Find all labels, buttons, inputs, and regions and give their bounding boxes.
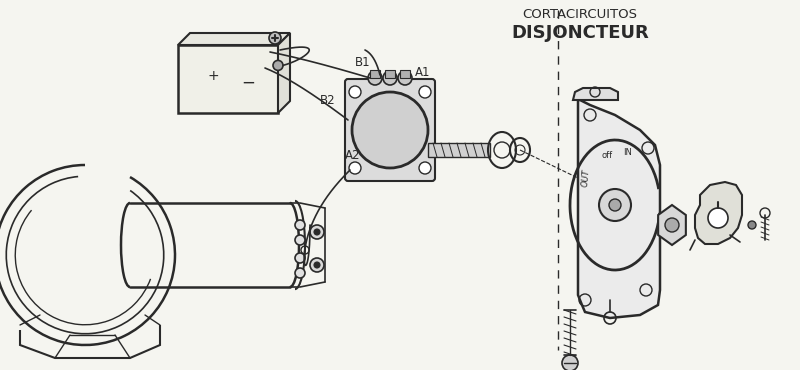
Circle shape xyxy=(349,86,361,98)
Polygon shape xyxy=(178,33,290,45)
Circle shape xyxy=(352,92,428,168)
Bar xyxy=(400,70,410,78)
Polygon shape xyxy=(578,100,660,318)
Circle shape xyxy=(349,162,361,174)
Circle shape xyxy=(295,268,305,278)
Circle shape xyxy=(562,355,578,370)
Text: DISJONCTEUR: DISJONCTEUR xyxy=(511,24,649,42)
Circle shape xyxy=(398,71,412,85)
Text: A2: A2 xyxy=(345,148,361,161)
Circle shape xyxy=(599,189,631,221)
Text: OUT: OUT xyxy=(581,169,591,187)
Circle shape xyxy=(383,71,397,85)
Circle shape xyxy=(419,86,431,98)
Polygon shape xyxy=(573,88,618,100)
Text: −: − xyxy=(241,73,255,91)
Text: B2: B2 xyxy=(320,94,336,107)
Circle shape xyxy=(310,258,324,272)
FancyBboxPatch shape xyxy=(345,79,435,181)
Circle shape xyxy=(269,32,281,44)
Circle shape xyxy=(314,229,320,235)
Circle shape xyxy=(314,262,320,268)
Bar xyxy=(428,143,490,157)
Bar xyxy=(385,70,395,78)
Circle shape xyxy=(295,253,305,263)
Polygon shape xyxy=(278,33,290,113)
Circle shape xyxy=(419,162,431,174)
Circle shape xyxy=(295,220,305,230)
Circle shape xyxy=(368,71,382,85)
Polygon shape xyxy=(695,182,742,244)
Text: A1: A1 xyxy=(415,65,430,78)
Text: +: + xyxy=(207,68,219,83)
Circle shape xyxy=(748,221,756,229)
Circle shape xyxy=(273,60,283,70)
Circle shape xyxy=(295,235,305,245)
Circle shape xyxy=(665,218,679,232)
Text: IN: IN xyxy=(623,148,633,157)
Bar xyxy=(178,45,278,113)
Text: B1: B1 xyxy=(355,56,370,68)
Polygon shape xyxy=(658,205,686,245)
Bar xyxy=(370,70,380,78)
Circle shape xyxy=(708,208,728,228)
Circle shape xyxy=(609,199,621,211)
Circle shape xyxy=(352,92,428,168)
Text: off: off xyxy=(602,151,613,159)
Circle shape xyxy=(310,225,324,239)
Text: CORTACIRCUITOS: CORTACIRCUITOS xyxy=(522,8,638,21)
